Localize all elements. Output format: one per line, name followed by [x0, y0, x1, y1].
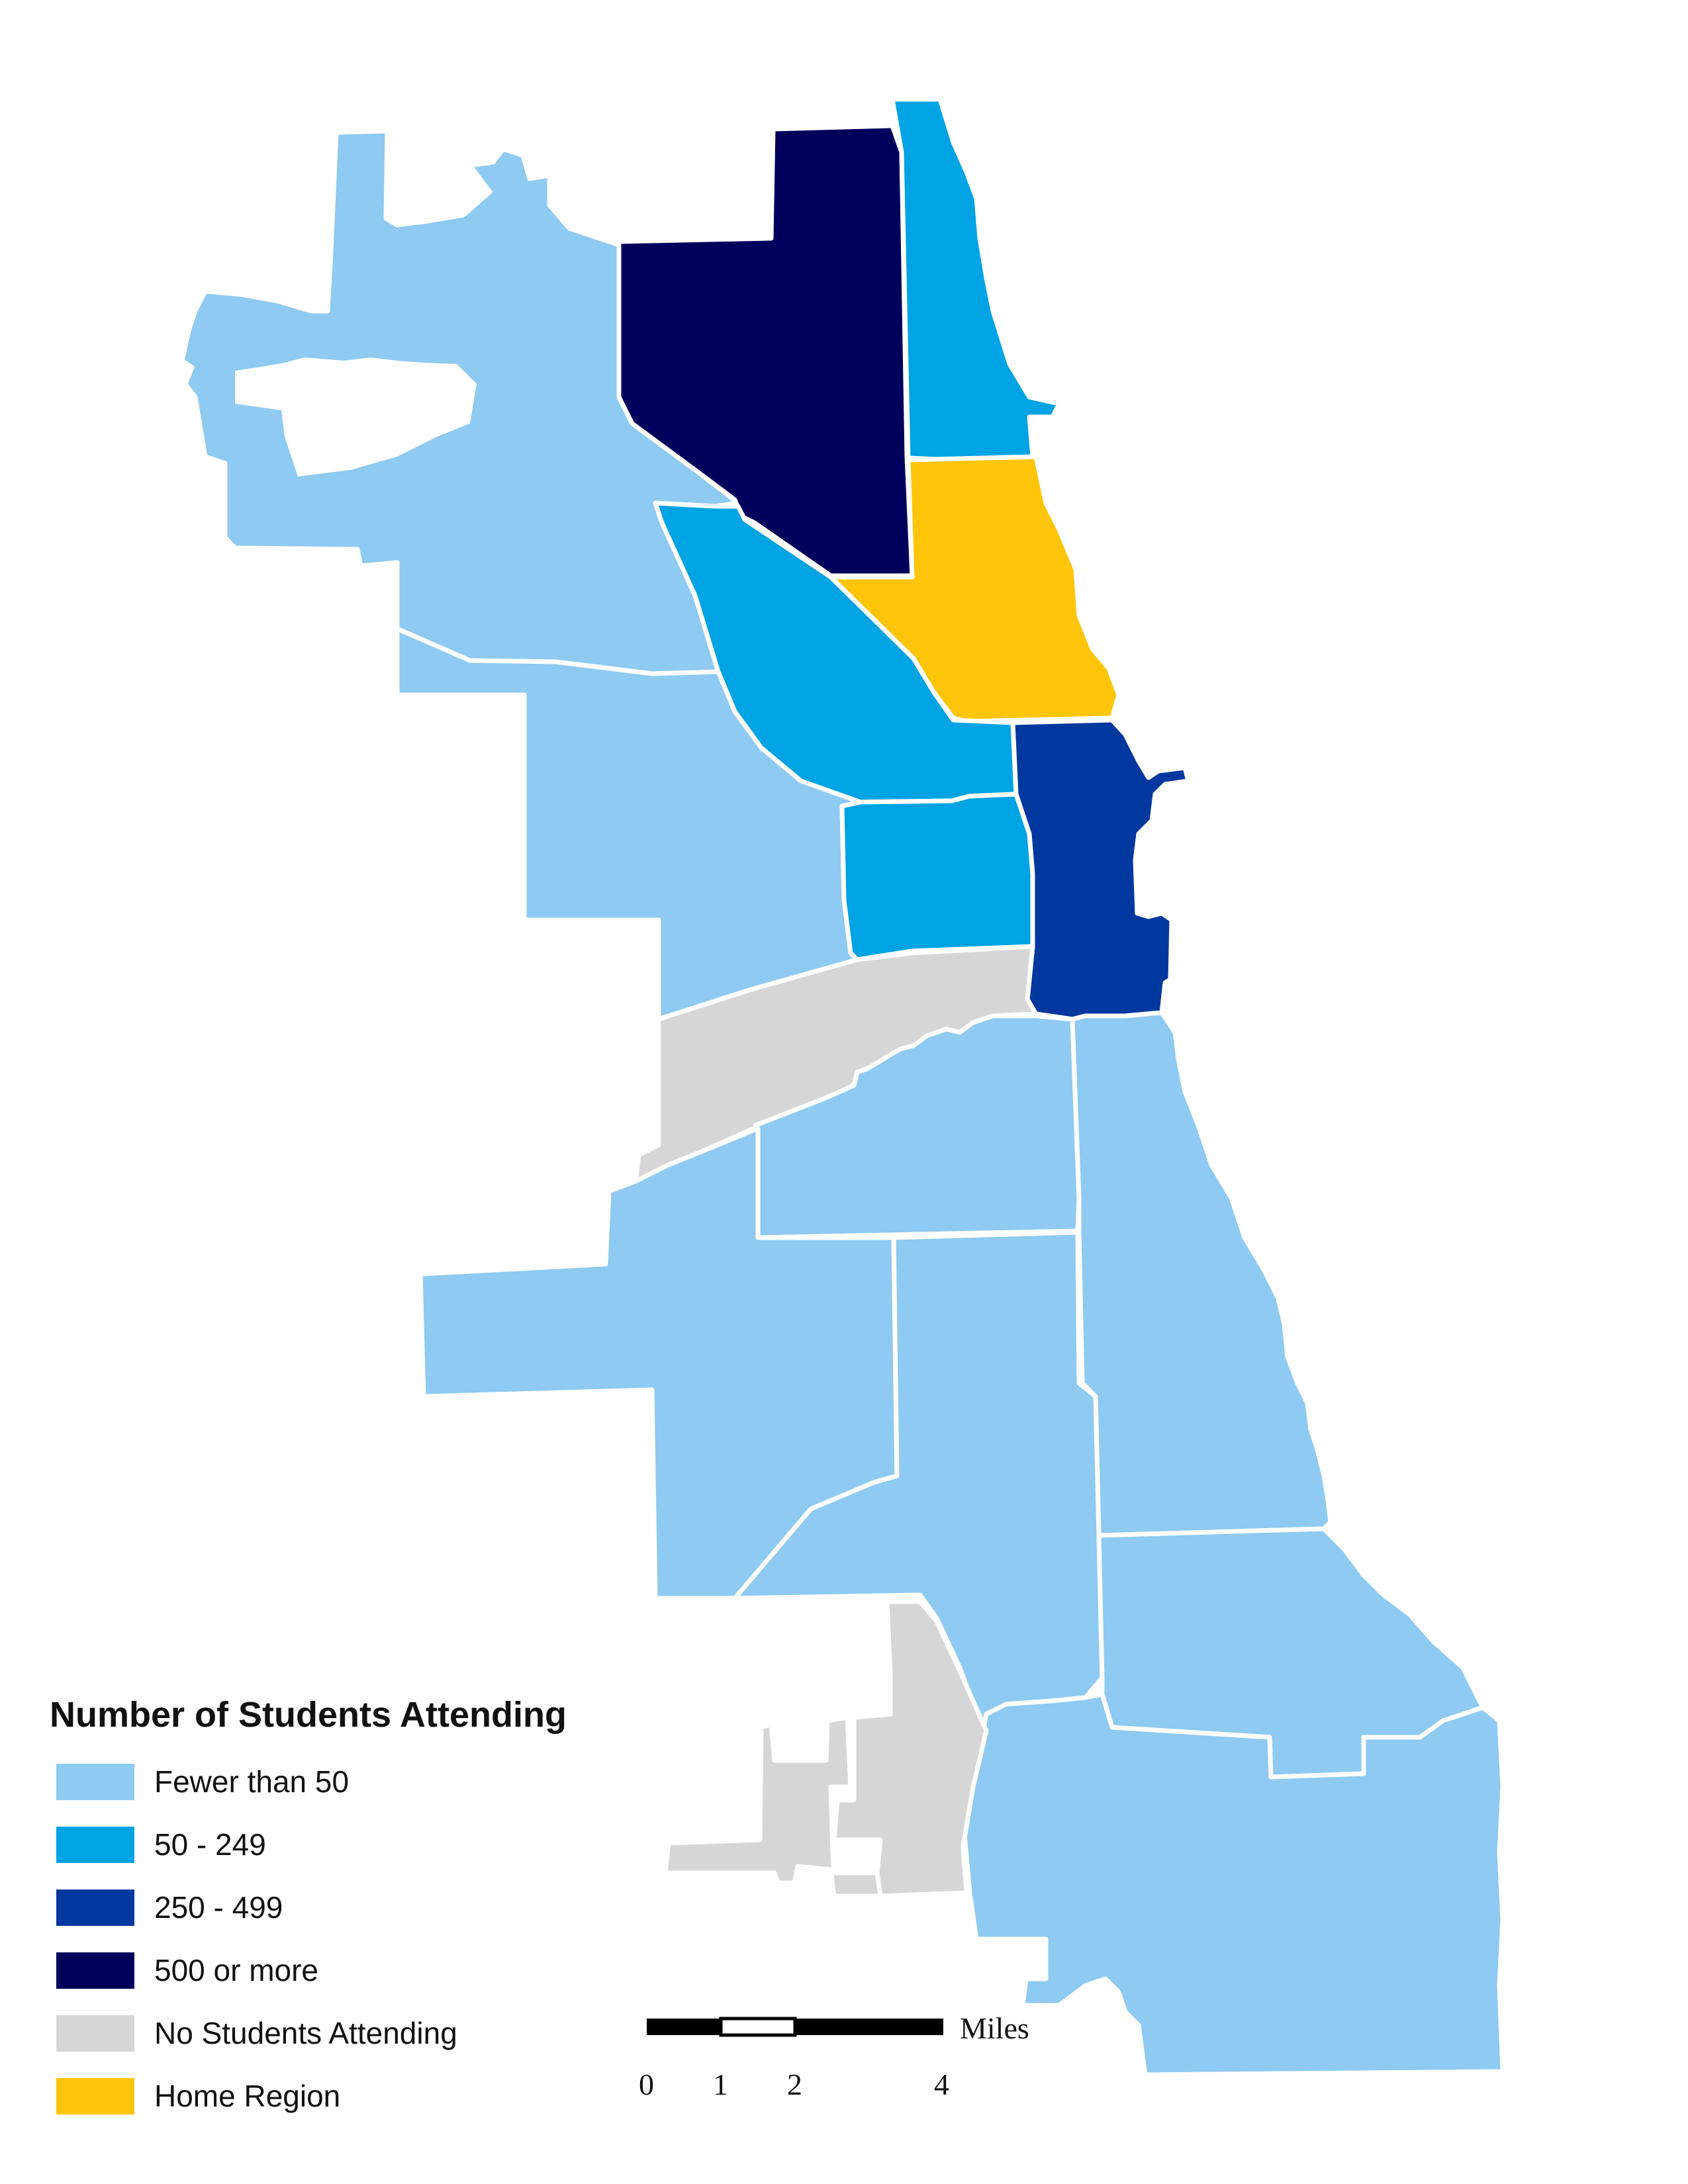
scale-segment-2-4	[795, 2019, 943, 2035]
scale-segment-0-1	[647, 2019, 721, 2035]
legend-item-500-or-more: 500 or more	[50, 1950, 645, 1990]
legend-label: 250 - 499	[154, 1890, 283, 1925]
map-region-south-lakefront	[1070, 1010, 1333, 1538]
scale-bar: Miles 0 1 2 4	[639, 2011, 1029, 2101]
legend: Number of Students Attending Fewer than …	[50, 1694, 645, 2139]
legend-swatch	[56, 1889, 134, 1926]
legend-swatch	[56, 1952, 134, 1989]
legend-label: Home Region	[154, 2079, 341, 2113]
legend-label: 500 or more	[154, 1953, 319, 1987]
legend-item-home-region: Home Region	[50, 2076, 645, 2116]
scale-tick: 4	[934, 2068, 949, 2101]
legend-item-250-499: 250 - 499	[50, 1888, 645, 1927]
legend-label: Fewer than 50	[154, 1764, 350, 1799]
scale-segment-1-2	[719, 2017, 797, 2037]
legend-title: Number of Students Attending	[50, 1695, 567, 1735]
map-region-far-southwest	[663, 1599, 989, 1899]
legend-item-no-students: No Students Attending	[50, 2013, 645, 2053]
legend-label: 50 - 249	[154, 1827, 266, 1862]
map-region-downtown	[1010, 717, 1191, 1022]
legend-item-50-249: 50 - 249	[50, 1825, 645, 1864]
legend-swatch	[56, 2077, 134, 2115]
legend-swatch	[56, 1763, 134, 1800]
legend-swatch	[56, 1826, 134, 1863]
legend-swatch	[56, 2015, 134, 2052]
legend-item-fewer-than-50: Fewer than 50	[50, 1762, 645, 1801]
map-region-far-south	[961, 1692, 1505, 2077]
legend-label: No Students Attending	[154, 2016, 457, 2050]
map-region-north-lakefront	[890, 97, 1062, 463]
ohare-cutout	[235, 357, 477, 477]
scale-tick: 0	[639, 2068, 654, 2101]
scale-tick: 1	[713, 2068, 728, 2101]
scale-tick: 2	[787, 2068, 802, 2101]
map-region-near-west	[839, 792, 1035, 962]
scale-unit: Miles	[960, 2011, 1029, 2045]
